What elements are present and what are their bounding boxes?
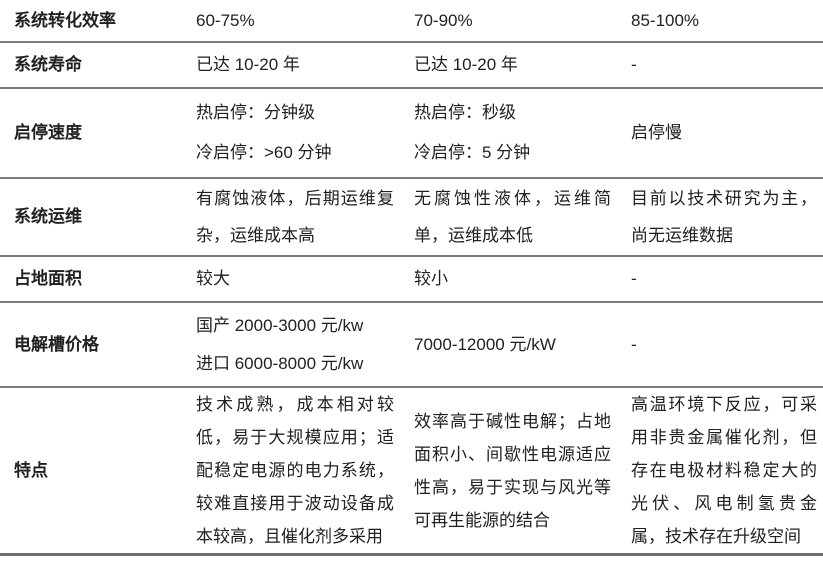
row-header-footprint: 占地面积 — [14, 269, 82, 289]
cell-alkaline-footprint: 较大 — [196, 269, 230, 289]
cell-pem-startstop: 热启停：秒级 冷启停：5 分钟 — [414, 103, 531, 162]
cell-alkaline-startstop: 热启停：分钟级 冷启停：>60 分钟 — [196, 103, 332, 162]
cell-pem-price: 7000-12000 元/kW — [414, 334, 556, 354]
cell-soec-efficiency: 85-100% — [631, 10, 700, 30]
cell-soec-lifetime: - — [631, 55, 637, 75]
row-header-startstop-speed: 启停速度 — [14, 123, 82, 143]
cell-pem-footprint: 较小 — [414, 269, 448, 289]
cell-soec-price: - — [631, 334, 637, 354]
row-header-conversion-efficiency: 系统转化效率 — [14, 10, 116, 30]
cell-soec-features: 高温环境下反应，可采用非贵金属催化剂，但存在电极材料稳定大的光伏、风电制氢贵金属… — [631, 395, 817, 546]
table-row-system-om: 系统运维 有腐蚀液体，后期运维复杂，运维成本高 无腐蚀性液体，运维简单，运维成本… — [0, 179, 823, 257]
cell-alkaline-features: 技术成熟，成本相对较低，易于大规模应用；适配稳定电源的电力系统，较难直接用于波动… — [196, 395, 394, 546]
cell-pem-features: 效率高于碱性电解；占地面积小、间歇性电源适应性高，易于实现与风光等可再生能源的结… — [414, 411, 611, 530]
table-row-startstop-speed: 启停速度 热启停：分钟级 冷启停：>60 分钟 热启停：秒级 冷启停：5 分钟 … — [0, 89, 823, 179]
cell-alkaline-om: 有腐蚀液体，后期运维复杂，运维成本高 — [196, 189, 394, 245]
cell-pem-lifetime: 已达 10-20 年 — [414, 55, 518, 75]
table-row-footprint: 占地面积 较大 较小 - — [0, 257, 823, 303]
table-row-system-lifetime: 系统寿命 已达 10-20 年 已达 10-20 年 - — [0, 43, 823, 89]
table-row-electrolyzer-price: 电解槽价格 国产 2000-3000 元/kw 进口 6000-8000 元/k… — [0, 303, 823, 388]
cell-alkaline-lifetime: 已达 10-20 年 — [196, 55, 300, 75]
cell-soec-footprint: - — [631, 269, 637, 289]
cell-soec-om: 目前以技术研究为主，尚无运维数据 — [631, 189, 817, 245]
row-header-system-om: 系统运维 — [14, 207, 82, 227]
cell-pem-efficiency: 70-90% — [414, 10, 473, 30]
cell-alkaline-efficiency: 60-75% — [196, 10, 255, 30]
table-row-conversion-efficiency: 系统转化效率 60-75% 70-90% 85-100% — [0, 0, 823, 43]
row-header-electrolyzer-price: 电解槽价格 — [14, 334, 99, 354]
row-header-features: 特点 — [14, 460, 48, 480]
cell-alkaline-price: 国产 2000-3000 元/kw 进口 6000-8000 元/kw — [196, 315, 364, 373]
cell-pem-om: 无腐蚀性液体，运维简单，运维成本低 — [414, 189, 611, 245]
row-header-system-lifetime: 系统寿命 — [14, 55, 82, 75]
cell-soec-startstop: 启停慢 — [631, 123, 682, 143]
table-row-features: 特点 技术成熟，成本相对较低，易于大规模应用；适配稳定电源的电力系统，较难直接用… — [0, 388, 823, 556]
